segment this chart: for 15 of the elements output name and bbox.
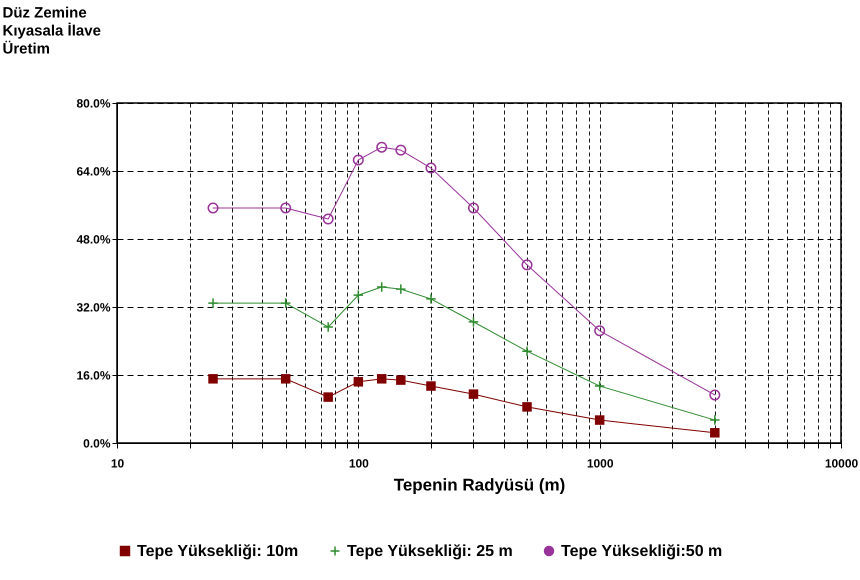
- x-tick-label: 100: [348, 456, 370, 470]
- legend-label: Tepe Yüksekliği: 10m: [137, 543, 298, 560]
- x-tick-label: 10: [110, 456, 124, 470]
- y-tick-label: 16.0%: [76, 368, 111, 382]
- legend-label: Tepe Yüksekliği:50 m: [561, 543, 722, 560]
- y-axis-title: Düz Zemine Kıyasala İlave Üretim: [2, 4, 101, 58]
- legend-label: Tepe Yüksekliği: 25 m: [347, 543, 513, 560]
- y-tick-label: 48.0%: [76, 232, 111, 246]
- x-axis-title: Tepenin Radyüsü (m): [394, 476, 566, 494]
- x-tick-label: 10000: [824, 456, 859, 470]
- y-tick-label: 80.0%: [76, 96, 111, 110]
- x-tick-label: 1000: [586, 456, 614, 470]
- y-tick-label: 64.0%: [76, 164, 111, 178]
- y-tick-label: 32.0%: [76, 300, 111, 314]
- y-tick-label: 0.0%: [83, 436, 111, 450]
